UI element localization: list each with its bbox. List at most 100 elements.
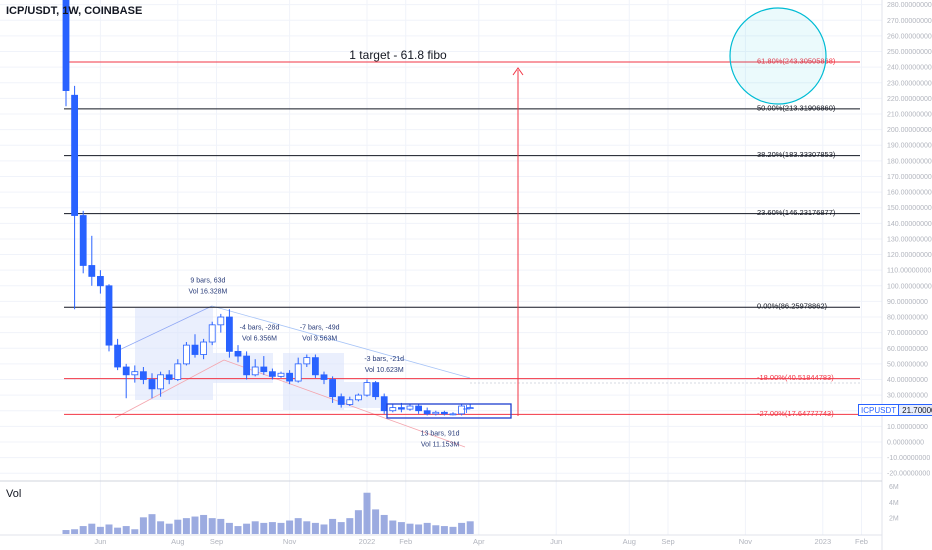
fib-level-label: 50.00%(213.31906860) [757,103,836,112]
volume-bar [329,518,337,534]
fib-level-label: -18.00%(40.51844783) [757,373,834,382]
fib-level-label: -27.00%(17.64777743) [757,409,834,418]
candle-body [363,382,371,396]
volume-bar [217,518,225,534]
fib-level-label: 61.80%(243.30505868) [757,56,836,65]
candle-body [260,366,268,373]
price-tick-label: 130.00000000 [887,236,932,243]
time-tick-label: Jun [94,537,106,546]
volume-bar [148,514,156,534]
fibonacci-levels: 61.80%(243.30505868) 50.00%(213.31906860)… [64,56,860,418]
candle-body [380,396,388,412]
candles [62,0,474,416]
candle-body [97,276,104,287]
price-tick-label: 280.00000000 [887,2,932,9]
candle-body [165,374,173,380]
volume-bar [449,526,457,534]
volume-bar [165,523,173,534]
candle-body [415,405,423,412]
target-circle[interactable] [729,7,827,105]
price-tick-label: 0.00000000 [887,439,924,446]
volume-bar [243,523,251,534]
volume-bar [234,526,242,534]
volume-bar [208,518,216,534]
volume-bar [415,524,423,534]
axes [0,0,883,550]
volume-bar [286,520,294,534]
candle-body [131,371,139,376]
volume-tick-label: 2M [889,516,899,523]
candle-body [329,379,337,398]
volume-bar [458,522,466,534]
price-tick-label: 30.00000000 [887,393,928,400]
volume-tick-label: 4M [889,500,899,507]
candle-body [286,372,294,382]
candle-body [449,413,457,416]
candle-body [406,405,414,410]
time-tick-label: Apr [473,537,485,546]
volume-bar [182,518,190,534]
candle-body [243,355,251,376]
candle-body [208,324,216,343]
accumulation-box[interactable] [386,403,512,419]
measure-annotation-text: -3 bars, -21d [364,356,404,363]
volume-bar [191,516,199,534]
price-tick-label: 50.00000000 [887,361,928,368]
volume-bar [346,518,354,534]
candle-body [139,371,147,380]
target-arrow-head [512,67,524,76]
volume-bar [122,526,130,534]
volume-bar [225,522,233,534]
price-tick-label: 150.00000000 [887,205,932,212]
time-tick-label: 2022 [359,537,376,546]
price-tag-symbol: ICPUSDT [858,404,900,416]
volume-bar [406,523,414,534]
price-tick-label: 160.00000000 [887,190,932,197]
volume-bar [114,527,122,534]
volume-bar [354,510,362,534]
price-tick-label: 10.00000000 [887,424,928,431]
candle-body [234,350,242,357]
volume-bar [268,522,276,534]
candle-body [320,374,328,380]
time-tick-label: Aug [171,537,184,546]
overlay-drawings [386,7,827,419]
volume-bar [71,529,79,534]
volume-bar [432,525,440,534]
volume-bar [157,521,165,534]
channel-upper-line [114,305,213,353]
candle-body [311,357,319,376]
volume-pane-label: Vol [6,488,22,500]
candle-body [303,357,311,365]
volume-bar [260,522,268,534]
candle-body [62,0,70,91]
time-tick-label: Nov [739,537,753,546]
chart-title: 1 target - 61.8 fibo [349,48,447,62]
price-tick-label: -10.00000000 [887,455,930,462]
range-box-1 [135,308,213,400]
price-tick-label: 210.00000000 [887,112,932,119]
price-tick-label: 240.00000000 [887,65,932,72]
volume-bars [62,492,474,534]
volume-bar [251,521,259,534]
price-tick-label: 250.00000000 [887,49,932,56]
volume-bar [96,526,104,534]
candle-body [122,366,130,376]
measure-annotation-text: Vol 6.356M [242,336,277,343]
candle-body [200,341,208,355]
candle-body [88,265,96,277]
candle-body [182,344,190,365]
time-axis-ticks: Jun Aug Sep Nov 2022 Feb Apr Jun Aug Sep Nov 2023 Fe… [94,537,868,546]
candle-body [114,344,121,368]
candle-body [423,410,431,415]
candle-body [251,366,259,376]
volume-bar [200,514,208,534]
price-tick-label: 40.00000000 [887,377,928,384]
price-tick-label: 260.00000000 [887,33,932,40]
measure-annotation-text: 9 bars, 63d [190,278,225,285]
price-tick-label: -20.00000000 [887,471,930,478]
candle-body [458,405,466,415]
candle-body [191,344,199,355]
candle-body [466,407,474,410]
